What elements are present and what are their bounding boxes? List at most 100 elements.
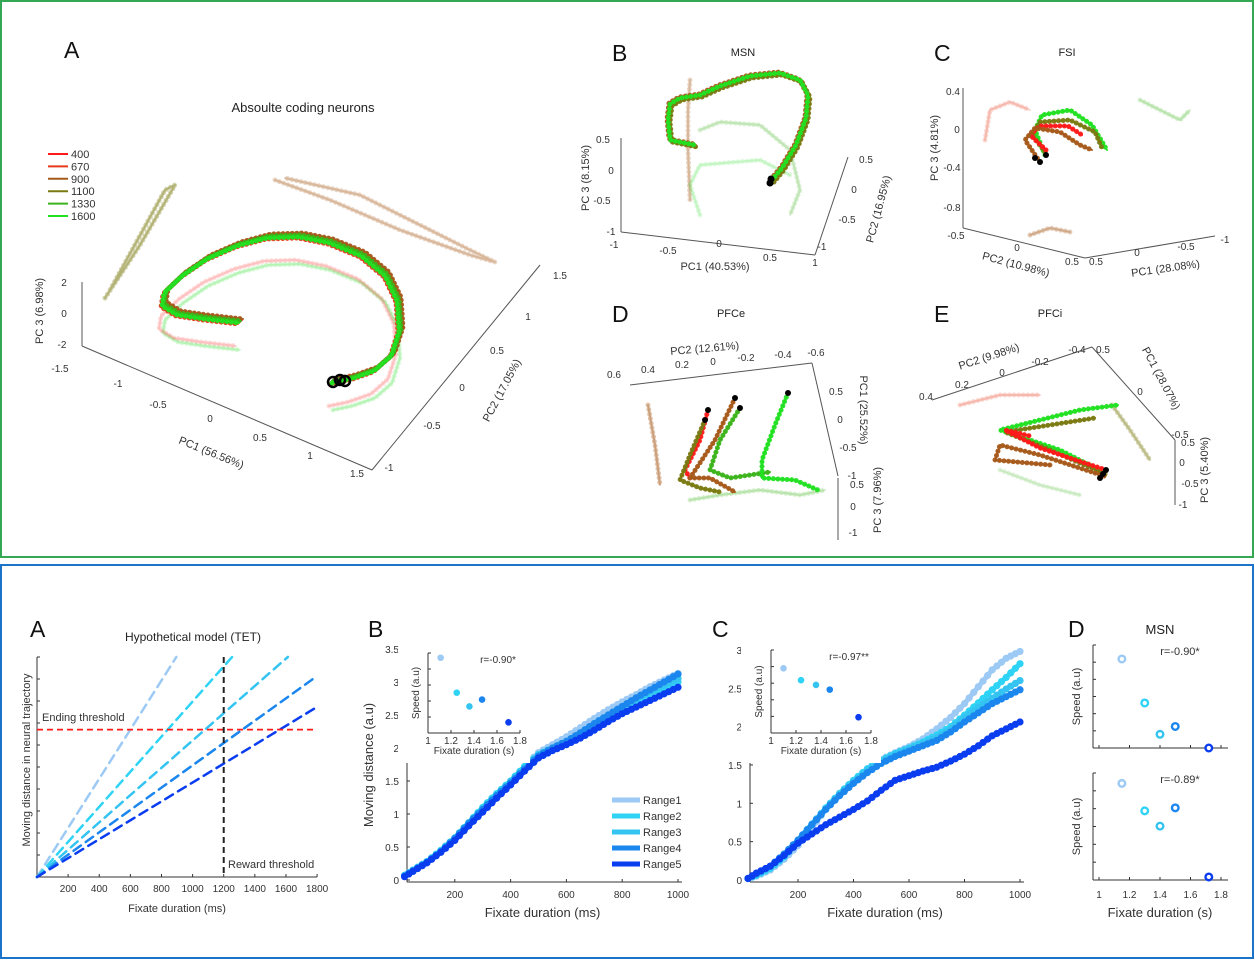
title-top-b: MSN (731, 47, 756, 59)
x-ticks-label: -1 (610, 240, 619, 251)
z-axis-label: PC 3 (8.15%) (580, 145, 592, 211)
y-axis-label: PC2 (16.95%) (864, 174, 893, 244)
y-ticks-label: 0.2 (675, 360, 689, 371)
z-ticks-label: -1 (607, 227, 616, 238)
y-ticks-label: 0 (999, 368, 1005, 379)
x-ticks-label: 1.5 (350, 469, 364, 480)
b-point-Range5 (502, 785, 510, 793)
y-tick-label: 0 (736, 876, 742, 887)
inset-point-Range2 (452, 688, 461, 697)
y-ticks-label: 0 (459, 383, 465, 394)
speed-point (1204, 743, 1214, 753)
speed-point (1155, 821, 1165, 831)
start-marker (1032, 155, 1038, 161)
y-ticks-label: 0.2 (955, 380, 969, 391)
correlation-label: r=-0.89* (1160, 774, 1200, 786)
z-ticks-label: 2 (61, 278, 67, 289)
z-ticks-label: -0.8 (943, 203, 961, 214)
trajectory-projection (699, 121, 801, 216)
trajectory-projection-dots (645, 402, 663, 488)
y-ticks-label: 0 (710, 357, 716, 368)
trajectory-dots (1002, 427, 1109, 473)
z-axis-label: PC 3 (5.40%) (1199, 437, 1211, 503)
x-axis-label: Fixate duration (ms) (485, 905, 601, 920)
c-point-Range4 (812, 816, 821, 824)
y-ticks-label: -0.5 (423, 421, 441, 432)
x-ticks-label: 0.5 (763, 253, 777, 264)
legend-label: 1330 (71, 199, 95, 211)
inset-x-axis-label: Fixate duration (s) (434, 746, 515, 757)
y-tick-label: 0.5 (385, 843, 399, 854)
c-point-Range2 (1011, 664, 1019, 672)
c-point-Range1 (974, 683, 982, 691)
c-point-Range1 (979, 677, 987, 685)
inset-x-tick-label: 1 (425, 736, 431, 747)
x-tick-label: 1000 (1009, 890, 1032, 901)
y-tick-label: 2 (736, 723, 742, 734)
c-point-Range5 (1016, 718, 1024, 726)
title-bottom-a: Hypothetical model (TET) (125, 630, 261, 644)
speed-point (1140, 698, 1150, 708)
title-top-c: FSI (1058, 47, 1075, 59)
x-ticks-label: -0.5 (839, 443, 857, 454)
b-point-Range5 (520, 767, 529, 775)
y-ticks-label: -1 (818, 242, 827, 253)
c-point-Range1 (947, 713, 955, 721)
c-point-Range2 (984, 690, 992, 698)
b-point-Range5 (469, 817, 477, 825)
y-axis-label: PC2 (12.61%) (670, 340, 740, 358)
legend-label: 900 (71, 174, 89, 186)
trajectory-dots (1022, 125, 1095, 165)
x-axis-label: PC1 (28.08%) (1131, 258, 1201, 279)
panel-label-top-b: B (612, 40, 627, 66)
x-ticks-label: 0 (716, 239, 722, 250)
c-point-Range1 (970, 688, 978, 696)
x-ticks-label: -1.5 (51, 364, 69, 375)
c-point-Range4 (826, 801, 834, 809)
c-point-Range4 (808, 821, 816, 829)
z-ticks-label: -1 (1179, 500, 1188, 511)
c-point-Range1 (984, 671, 992, 680)
inset-background (398, 647, 530, 763)
z-ticks-label: -0.5 (593, 196, 611, 207)
x-axis-label: PC1 (25.52%) (857, 375, 869, 444)
figure-top-panel (0, 0, 1254, 558)
inset-y-axis-label: Speed (a.u) (411, 667, 422, 719)
model-line-4 (35, 674, 319, 879)
x-ticks-label: 0.5 (829, 387, 843, 398)
legend-label: 400 (71, 149, 89, 161)
trajectory-projection-dots (272, 175, 498, 265)
panel-label-bottom-b: B (368, 616, 383, 642)
trajectory-shadow (162, 263, 401, 411)
trajectory-projection (959, 394, 1041, 406)
x-tick-label: 1.8 (1214, 890, 1228, 901)
x-tick-label: 1200 (213, 884, 236, 895)
x-tick-label: 1.2 (1123, 890, 1137, 901)
c-point-Range4 (845, 783, 853, 792)
y-tick-label: 0 (393, 876, 399, 887)
z-ticks-label: -1 (849, 528, 858, 539)
c-point-Range2 (1007, 669, 1015, 677)
axis-line (931, 346, 1093, 401)
start-marker (732, 395, 738, 401)
y-ticks-label: -0.4 (1068, 345, 1086, 356)
b-point-Range5 (497, 790, 505, 798)
panel-label-bottom-c: C (712, 616, 729, 642)
model-line-1 (35, 655, 178, 879)
correlation-label: r=-0.90* (1160, 646, 1200, 658)
trajectory-projection (984, 101, 1031, 141)
z-ticks-label: 0.5 (850, 480, 864, 491)
y-tick-label: 3 (393, 678, 399, 689)
x-axis-label: PC1 (28.07%) (1139, 345, 1182, 412)
trajectory-1330-dots (161, 232, 404, 384)
axis-line (1091, 346, 1176, 441)
c-point-Range2 (1002, 673, 1010, 682)
b-point-Range5 (674, 683, 682, 691)
c-point-Range2 (993, 682, 1001, 690)
legend-label: Range1 (643, 795, 682, 807)
panel-label-bottom-d: D (1068, 616, 1085, 642)
inset-y-axis-label: Speed (a.u) (754, 665, 765, 717)
trajectory-projection-dots (957, 392, 1043, 408)
c-point-Range1 (965, 694, 973, 702)
